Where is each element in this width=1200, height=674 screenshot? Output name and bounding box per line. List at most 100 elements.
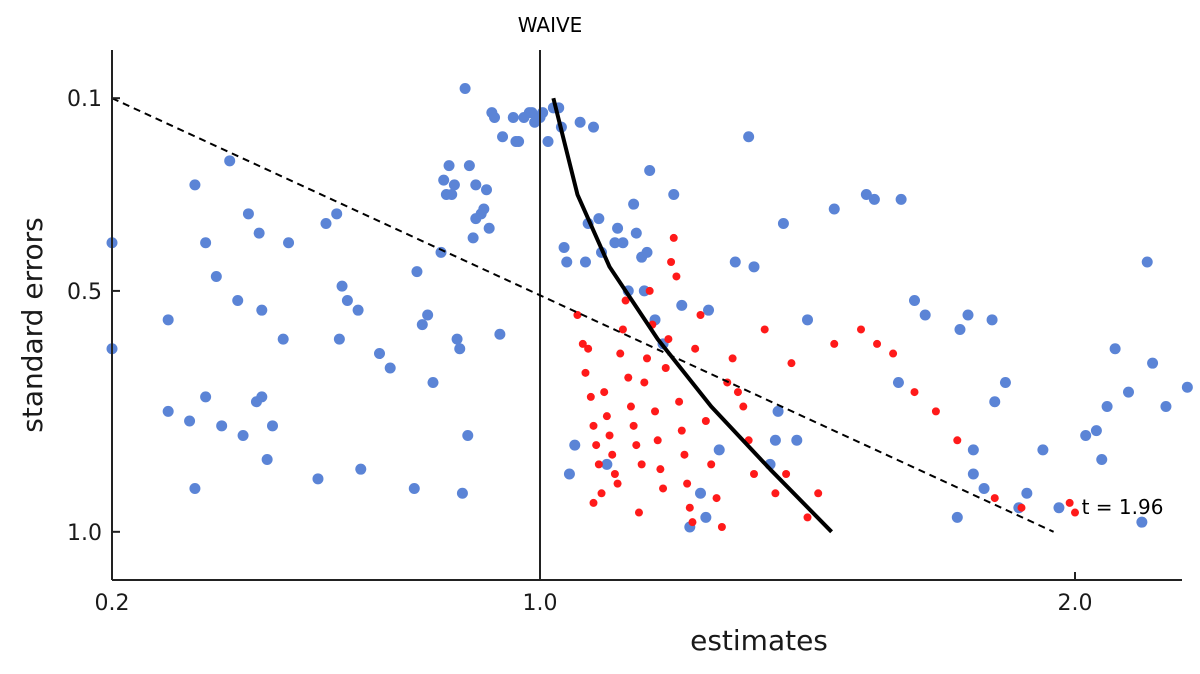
blue-point <box>427 376 439 388</box>
blue-point <box>909 295 920 307</box>
blue-point <box>962 309 974 321</box>
blue-point <box>989 396 1001 408</box>
blue-point <box>416 319 428 331</box>
blue-point <box>242 208 254 220</box>
blue-point <box>1080 429 1092 441</box>
blue-point <box>333 333 345 345</box>
blue-point <box>454 343 466 355</box>
blue-point <box>999 376 1011 388</box>
blue-point <box>320 217 332 229</box>
blue-point <box>729 256 741 268</box>
blue-point <box>537 107 549 119</box>
blue-point <box>162 405 174 417</box>
red-point <box>685 503 694 512</box>
blue-point <box>542 136 554 148</box>
red-point <box>717 523 726 531</box>
red-point <box>669 233 678 242</box>
blue-point <box>601 458 613 470</box>
y-tick-label: 0.1 <box>67 87 102 112</box>
red-point <box>814 489 823 498</box>
blue-point <box>967 444 979 456</box>
x-tick-label: 1.0 <box>523 591 558 616</box>
blue-point <box>1109 343 1121 355</box>
red-point <box>626 402 635 411</box>
red-point <box>629 421 638 430</box>
blue-point <box>162 314 174 326</box>
red-point <box>632 441 641 450</box>
blue-point <box>277 333 289 345</box>
red-point <box>857 325 865 334</box>
blue-point <box>609 237 621 249</box>
red-point <box>659 484 668 493</box>
red-point <box>701 417 710 425</box>
blue-point <box>526 107 538 119</box>
blue-point <box>791 434 803 446</box>
red-point <box>782 470 791 478</box>
blue-point <box>700 511 712 523</box>
red-point <box>573 311 582 319</box>
blue-point <box>1101 401 1113 413</box>
red-point <box>640 378 649 387</box>
blue-point <box>860 189 872 201</box>
red-point <box>645 286 654 295</box>
blue-point <box>463 160 475 172</box>
blue-point <box>459 83 471 95</box>
red-point <box>613 479 622 488</box>
red-point <box>889 349 898 358</box>
blue-point <box>256 391 268 403</box>
blue-point <box>828 203 840 215</box>
blue-point <box>1123 386 1134 398</box>
blue-point <box>210 270 222 282</box>
red-point <box>728 354 737 363</box>
reference-line-label: WAIVE <box>518 13 583 37</box>
blue-point <box>772 405 784 417</box>
blue-point <box>967 468 979 480</box>
red-point <box>691 344 700 353</box>
t-threshold-label: t = 1.96 <box>1082 495 1164 519</box>
blue-point <box>951 511 963 523</box>
blue-point <box>769 434 781 446</box>
blue-point <box>1147 357 1159 369</box>
blue-point <box>743 131 755 143</box>
blue-point <box>224 155 236 167</box>
blue-point <box>777 217 789 229</box>
red-point <box>803 513 812 522</box>
red-point <box>610 470 619 478</box>
red-point <box>643 354 651 363</box>
blue-point <box>630 227 642 239</box>
blue-point <box>695 487 706 499</box>
red-point <box>675 397 684 406</box>
blue-point <box>978 482 990 494</box>
red-point <box>712 494 721 503</box>
blue-point <box>481 184 492 196</box>
x-tick-label: 2.0 <box>1058 591 1093 616</box>
t-threshold-line <box>111 97 1055 533</box>
blue-point <box>216 420 228 432</box>
blue-point <box>435 246 447 258</box>
x-ticks: 0.2 1.0 2.0 <box>95 572 1093 616</box>
blue-point <box>644 164 656 176</box>
blue-point <box>1037 444 1049 456</box>
blue-point <box>895 193 907 205</box>
blue-point <box>713 444 725 456</box>
red-point <box>656 465 665 474</box>
red-point <box>584 344 593 353</box>
red-point <box>608 450 617 459</box>
blue-points <box>106 83 1193 533</box>
blue-point <box>483 222 495 234</box>
blue-point <box>451 333 463 345</box>
red-point <box>771 489 780 498</box>
blue-point <box>563 468 575 480</box>
blue-point <box>331 208 343 220</box>
blue-point <box>628 198 640 210</box>
blue-point <box>593 213 605 225</box>
red-point <box>634 508 643 517</box>
red-point <box>683 479 692 488</box>
red-point <box>1065 498 1074 507</box>
red-point <box>600 388 609 397</box>
red-point <box>830 339 839 348</box>
blue-point <box>422 309 434 321</box>
red-point <box>664 335 673 344</box>
red-point <box>667 258 676 266</box>
blue-point <box>668 189 680 201</box>
